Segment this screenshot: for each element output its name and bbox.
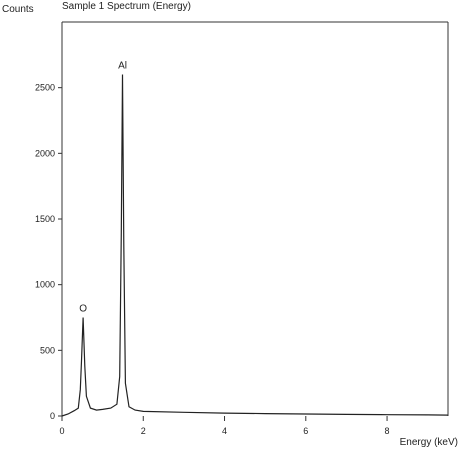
y-tick-label: 1000 [35, 280, 55, 290]
x-tick-label: 8 [385, 426, 390, 436]
y-tick-label: 2500 [35, 83, 55, 93]
x-axis-label: Energy (keV) [399, 437, 458, 448]
x-tick-label: 6 [303, 426, 308, 436]
x-tick-label: 4 [222, 426, 227, 436]
x-tick-label: 2 [141, 426, 146, 436]
x-tick-label: 0 [59, 426, 64, 436]
y-tick-label: 2000 [35, 148, 55, 158]
y-tick-label: 1500 [35, 214, 55, 224]
y-tick-label: 0 [50, 411, 55, 421]
spectrum-line [61, 74, 449, 417]
peak-label: O [79, 304, 87, 315]
peak-label: Al [118, 61, 127, 72]
y-tick-label: 500 [40, 345, 55, 355]
y-axis-label: Counts [2, 4, 34, 15]
chart-title: Sample 1 Spectrum (Energy) [62, 1, 191, 12]
